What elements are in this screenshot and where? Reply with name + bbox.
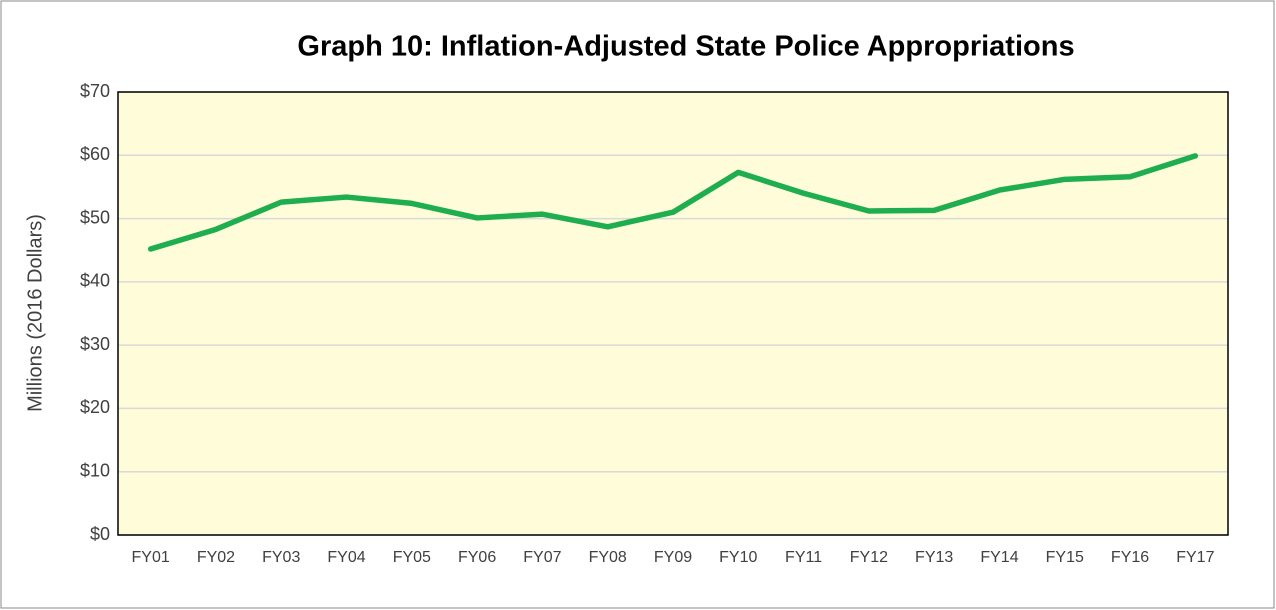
x-tick-label: FY03	[262, 549, 300, 566]
x-tick-label: FY12	[850, 549, 888, 566]
x-tick-label: FY16	[1111, 549, 1149, 566]
chart-title: Graph 10: Inflation-Adjusted State Polic…	[297, 31, 1074, 63]
y-tick-label: $30	[80, 334, 110, 354]
x-tick-label: FY05	[393, 549, 431, 566]
y-tick-label: $0	[90, 524, 110, 544]
x-tick-label: FY13	[915, 549, 953, 566]
x-tick-label: FY01	[132, 549, 170, 566]
x-tick-label: FY15	[1046, 549, 1084, 566]
y-tick-label: $50	[80, 207, 110, 227]
x-tick-label: FY04	[327, 549, 365, 566]
x-tick-label: FY10	[719, 549, 757, 566]
y-tick-label: $20	[80, 397, 110, 417]
plot-area	[118, 92, 1228, 535]
data-line	[147, 153, 1199, 252]
y-tick-label: $10	[80, 460, 110, 480]
y-tick-label: $40	[80, 271, 110, 291]
x-tick-label: FY17	[1176, 549, 1214, 566]
y-tick-label: $60	[80, 144, 110, 164]
y-tick-label: $70	[80, 81, 110, 101]
x-tick-label: FY08	[589, 549, 627, 566]
x-tick-label: FY09	[654, 549, 692, 566]
x-tick-label: FY11	[785, 549, 822, 566]
x-tick-label: FY07	[523, 549, 561, 566]
x-tick-label: FY14	[980, 549, 1018, 566]
x-tick-label: FY02	[197, 549, 235, 566]
x-tick-label: FY06	[458, 549, 496, 566]
y-axis-label: Millions (2016 Dollars)	[24, 214, 46, 412]
plot-border	[117, 91, 1229, 536]
